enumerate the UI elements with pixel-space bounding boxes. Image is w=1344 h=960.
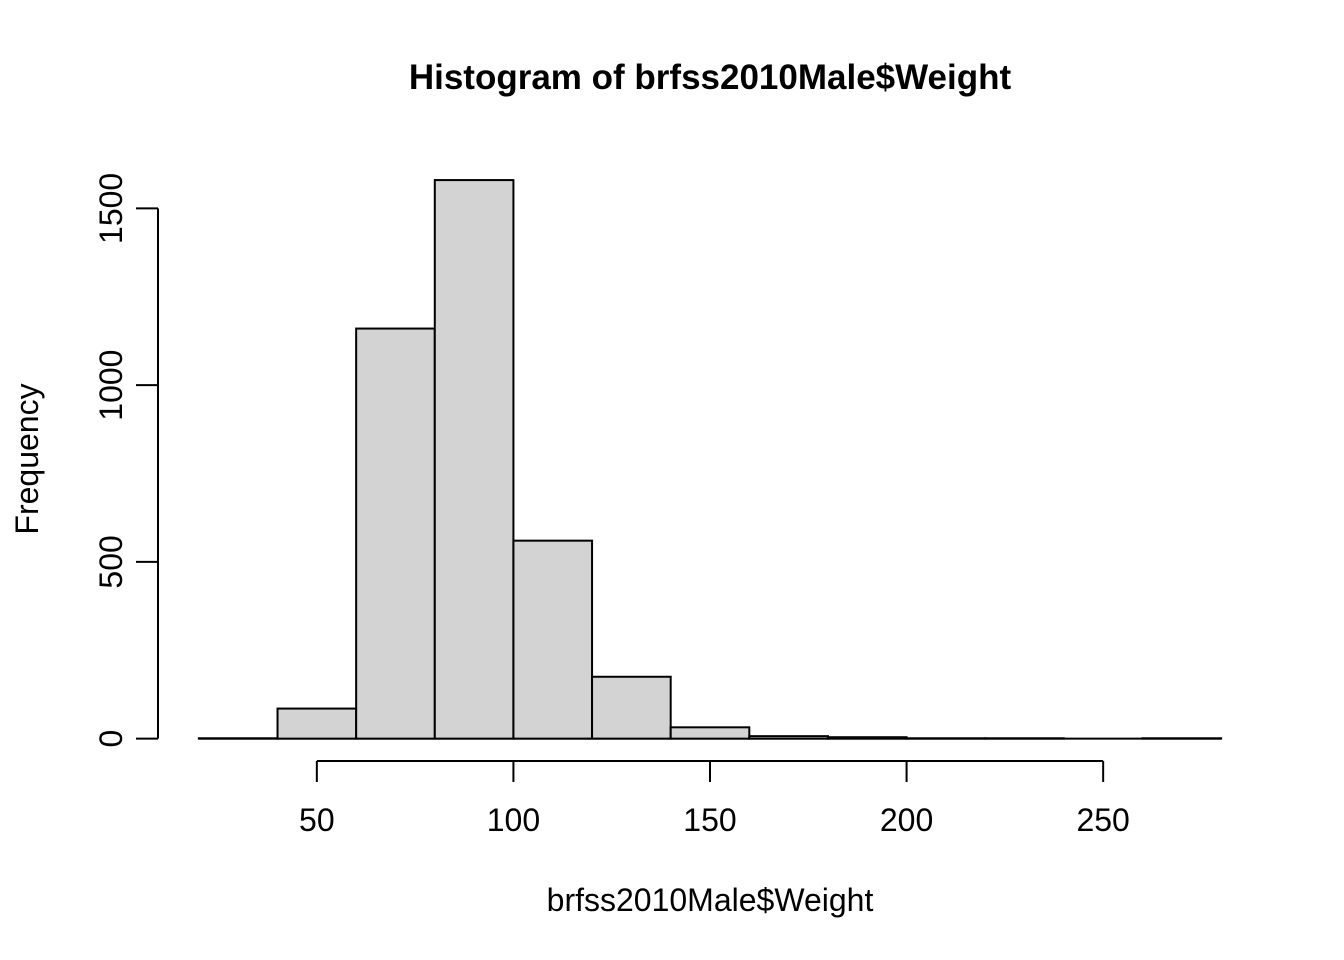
x-tick-label-100: 100 — [487, 802, 540, 838]
bars-group — [197, 179, 1223, 740]
x-axis-label: brfss2010Male$Weight — [547, 882, 874, 918]
x-tick-label-200: 200 — [880, 802, 933, 838]
y-tick-label-500: 500 — [93, 535, 129, 588]
histogram-bar-60-80 — [355, 327, 436, 740]
axes-group: 0 500 1000 1500 50 100 150 200 250 — [93, 173, 1130, 838]
y-tick-label-0: 0 — [93, 730, 129, 748]
histogram-bar-160-180 — [748, 735, 829, 740]
y-axis-label: Frequency — [9, 383, 45, 534]
chart-title: Histogram of brfss2010Male$Weight — [409, 58, 1012, 97]
histogram-bar-40-60 — [276, 707, 358, 740]
histogram-bar-100-120 — [512, 539, 594, 740]
y-tick-label-1000: 1000 — [93, 350, 129, 421]
histogram-bar-120-140 — [591, 675, 672, 740]
y-tick-label-1500: 1500 — [93, 173, 129, 244]
x-tick-label-150: 150 — [683, 802, 736, 838]
histogram-bar-180-200 — [826, 736, 908, 740]
histogram-bar-80-100 — [433, 179, 515, 740]
x-tick-label-50: 50 — [299, 802, 335, 838]
x-tick-label-250: 250 — [1076, 802, 1129, 838]
histogram-bar-140-160 — [669, 726, 751, 740]
